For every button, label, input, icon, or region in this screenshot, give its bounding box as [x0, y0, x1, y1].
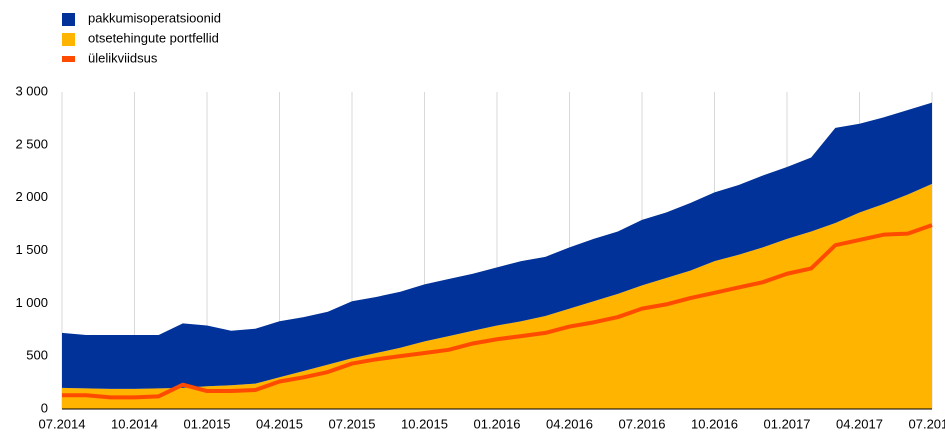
- x-tick-label: 01.2016: [474, 416, 521, 431]
- y-tick-label: 3 000: [15, 83, 48, 98]
- legend-swatch: [62, 33, 75, 46]
- y-tick-label: 2 000: [15, 189, 48, 204]
- y-tick-label: 1 000: [15, 295, 48, 310]
- x-tick-label: 10.2015: [401, 416, 448, 431]
- x-tick-label: 01.2017: [764, 416, 811, 431]
- legend-label: otsetehingute portfellid: [88, 30, 219, 45]
- x-tick-label: 07.2015: [329, 416, 376, 431]
- x-tick-label: 07.2016: [619, 416, 666, 431]
- x-tick-label: 07.2017: [909, 416, 945, 431]
- x-tick-label: 04.2015: [256, 416, 303, 431]
- area: [62, 183, 932, 409]
- x-tick-label: 10.2016: [691, 416, 738, 431]
- x-tick-label: 10.2014: [111, 416, 158, 431]
- y-tick-label: 2 500: [15, 136, 48, 151]
- y-tick-label: 1 500: [15, 242, 48, 257]
- x-tick-label: 01.2015: [184, 416, 231, 431]
- x-tick-label: 04.2017: [836, 416, 883, 431]
- legend-label: pakkumisoperatsioonid: [88, 10, 221, 25]
- line: [62, 223, 933, 400]
- legend-swatch: [62, 56, 75, 62]
- x-tick-label: 04.2016: [546, 416, 593, 431]
- legend-swatch: [62, 13, 75, 26]
- area: [62, 102, 932, 389]
- x-tick-label: 07.2014: [39, 416, 86, 431]
- y-tick-label: 500: [26, 348, 48, 363]
- y-tick-label: 0: [41, 400, 48, 415]
- legend-label: ülelikviidsus: [88, 50, 158, 65]
